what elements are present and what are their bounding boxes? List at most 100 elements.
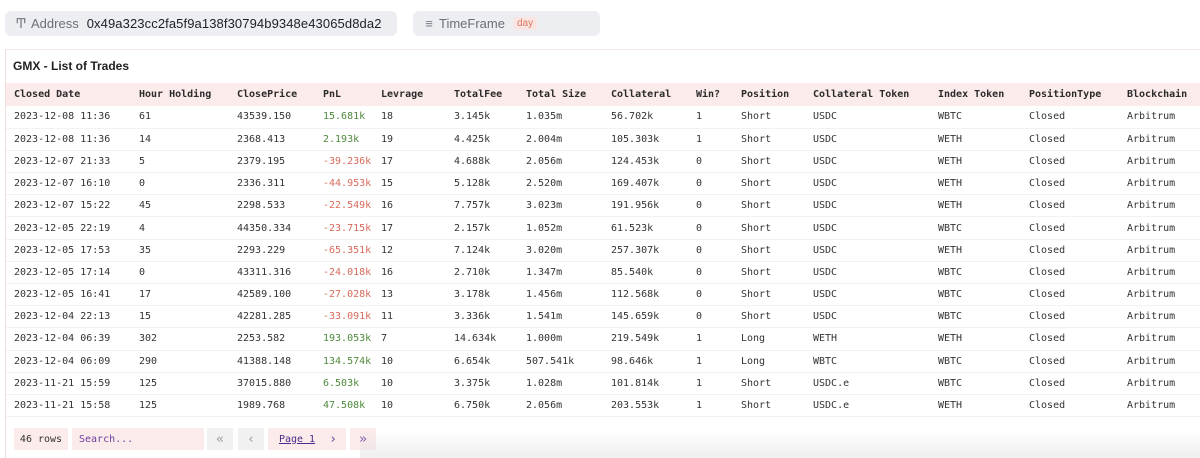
table-cell: Closed: [1029, 244, 1066, 256]
table-cell: 1: [696, 355, 703, 367]
table-cell: 2368.413: [237, 133, 286, 145]
table-cell: Closed: [1029, 155, 1066, 167]
table-row[interactable]: 2023-12-05 16:41 17 42589.100 -27.028k 13 3.1…: [6, 284, 1200, 306]
column-header[interactable]: Collateral: [611, 89, 672, 100]
table-cell: 2336.311: [237, 178, 286, 190]
column-header[interactable]: Closed Date: [14, 89, 81, 100]
table-row[interactable]: 2023-12-07 16:10 0 2336.311 -44.953k 15 5.128…: [6, 173, 1200, 195]
table-cell: 0: [139, 178, 146, 190]
table-row[interactable]: 2023-12-04 06:39 302 2253.582 193.053k 7 14.6…: [6, 328, 1200, 351]
table-cell: USDC: [813, 111, 838, 123]
list-icon: ≡: [425, 16, 433, 31]
table-cell: 1989.768: [237, 400, 286, 412]
table-row[interactable]: 2023-12-05 17:14 0 43311.316 -24.018k 16 2.71…: [6, 261, 1200, 284]
text-type-icon: Ͳ: [15, 15, 27, 31]
table-row[interactable]: 2023-11-21 15:59 125 37015.880 6.503k 10 3.37…: [6, 372, 1200, 395]
table-cell: 61: [139, 111, 152, 123]
column-header[interactable]: Levrage: [381, 89, 424, 100]
table-cell: 4.688k: [454, 155, 491, 167]
first-page-button[interactable]: «: [207, 428, 233, 450]
table-row[interactable]: 2023-12-07 21:33 5 2379.195 -39.236k 17 4.688…: [6, 150, 1200, 173]
table-cell: Closed: [1029, 289, 1066, 301]
table-cell: 125: [139, 400, 158, 412]
table-cell: 17: [139, 289, 152, 301]
table-cell: 2023-12-05 16:41: [14, 289, 111, 301]
table-cell: 14: [139, 133, 152, 145]
table-cell: Closed: [1029, 133, 1066, 145]
table-cell: USDC: [813, 133, 838, 145]
column-header[interactable]: Win?: [696, 89, 721, 100]
table-cell: Long: [741, 355, 766, 367]
table-cell: WBTC: [813, 355, 838, 367]
table-cell: Closed: [1029, 400, 1066, 412]
column-header[interactable]: Index Token: [938, 89, 1005, 100]
table-cell: Closed: [1029, 333, 1066, 345]
table-cell: 290: [139, 355, 158, 367]
column-header[interactable]: TotalFee: [454, 89, 503, 100]
table-cell: WETH: [938, 400, 963, 412]
timeframe-value[interactable]: day: [512, 17, 538, 30]
table-cell: 44350.334: [237, 222, 292, 234]
table-cell: 2023-12-07 16:10: [14, 178, 111, 190]
table-row[interactable]: 2023-12-04 06:09 290 41388.148 134.574k 10 6.…: [6, 350, 1200, 373]
table-cell: 203.553k: [611, 400, 660, 412]
table-cell: Short: [741, 111, 772, 123]
table-cell: -33.091k: [323, 311, 372, 323]
table-cell: 1.035m: [526, 111, 563, 123]
timeframe-filter[interactable]: ≡ TimeFrame day: [413, 11, 600, 36]
prev-page-button[interactable]: ‹: [238, 428, 264, 450]
address-value[interactable]: 0x49a323cc2fa5f9a138f30794b9348e43065d8d…: [86, 16, 382, 31]
table-row[interactable]: 2023-12-08 11:36 14 2368.413 2.193k 19 4.425k…: [6, 128, 1200, 151]
column-header[interactable]: PositionType: [1029, 89, 1102, 100]
trades-card: GMX - List of Trades Closed Date Hour Hol…: [5, 49, 1200, 458]
column-header[interactable]: PnL: [323, 89, 342, 100]
next-page-button[interactable]: ›: [320, 428, 346, 450]
table-cell: WBTC: [938, 355, 963, 367]
table-cell: 0: [696, 311, 703, 323]
table-cell: Arbitrum: [1127, 244, 1176, 256]
table-cell: WBTC: [938, 222, 963, 234]
search-input[interactable]: [72, 428, 204, 450]
table-cell: 0: [696, 266, 703, 278]
table-cell: -24.018k: [323, 266, 372, 278]
table-cell: -44.953k: [323, 178, 372, 190]
table-row[interactable]: 2023-12-04 22:13 15 42281.285 -33.091k 11 3.3…: [6, 306, 1200, 328]
table-cell: 13: [381, 289, 394, 301]
table-cell: 18: [381, 111, 394, 123]
table-cell: USDC: [813, 200, 838, 212]
table-row[interactable]: 2023-12-05 17:53 35 2293.229 -65.351k 12 7.12…: [6, 239, 1200, 262]
table-cell: Arbitrum: [1127, 400, 1176, 412]
table-cell: Long: [741, 333, 766, 345]
table-cell: 61.523k: [611, 222, 654, 234]
table-cell: 11: [381, 311, 394, 323]
table-cell: Short: [741, 311, 772, 323]
table-cell: 3.375k: [454, 377, 491, 389]
table-cell: 124.453k: [611, 155, 660, 167]
address-filter[interactable]: Ͳ Address 0x49a323cc2fa5f9a138f30794b934…: [5, 11, 397, 36]
column-header[interactable]: Total Size: [526, 89, 587, 100]
table-row[interactable]: 2023-12-05 22:19 4 44350.334 -23.715k 17 2.15…: [6, 217, 1200, 240]
table-row[interactable]: 2023-12-08 11:36 61 43539.150 15.681k 18 3.14…: [6, 106, 1200, 129]
table-cell: Arbitrum: [1127, 333, 1176, 345]
table-row[interactable]: 2023-12-07 15:22 45 2298.533 -22.549k 16 7.75…: [6, 195, 1200, 217]
table-cell: Short: [741, 377, 772, 389]
column-header[interactable]: Position: [741, 89, 790, 100]
page-indicator[interactable]: Page 1: [268, 428, 326, 450]
column-header[interactable]: Collateral Token: [813, 89, 910, 100]
table-row[interactable]: 2023-11-21 15:58 125 1989.768 47.508k 10 6.75…: [6, 394, 1200, 417]
table-cell: 42281.285: [237, 311, 292, 323]
table-cell: Closed: [1029, 200, 1066, 212]
table-cell: USDC: [813, 266, 838, 278]
table-cell: Short: [741, 266, 772, 278]
column-header[interactable]: ClosePrice: [237, 89, 298, 100]
last-page-button[interactable]: »: [350, 428, 376, 450]
table-cell: 2023-12-05 22:19: [14, 222, 111, 234]
table-cell: Short: [741, 244, 772, 256]
table-cell: -23.715k: [323, 222, 372, 234]
column-header[interactable]: Blockchain: [1127, 89, 1188, 100]
column-header[interactable]: Hour Holding: [139, 89, 212, 100]
table-cell: 2023-12-08 11:36: [14, 133, 111, 145]
table-cell: 112.568k: [611, 289, 660, 301]
table-cell: 15.681k: [323, 111, 366, 123]
table-cell: 1.000m: [526, 333, 563, 345]
